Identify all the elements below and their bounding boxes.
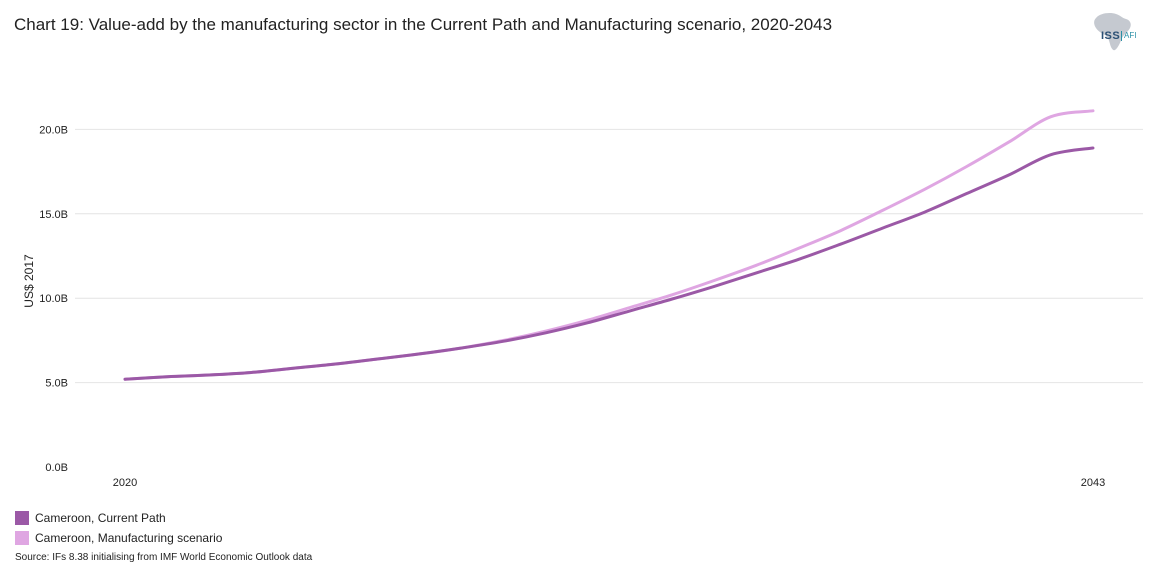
line-chart: 0.0B 5.0B 10.0B 15.0B 20.0B 2020 2043 US$ 201… [22,109,1143,489]
africa-map-icon [1094,13,1131,51]
source-note: Source: IFs 8.38 initialising from IMF W… [15,552,313,563]
legend-item-current-path[interactable]: Cameroon, Current Path [15,508,222,528]
y-tick-label: 20.0B [39,124,68,136]
legend-label-manufacturing: Cameroon, Manufacturing scenario [35,531,223,545]
series-line-manufacturing[interactable] [123,109,1095,381]
legend-swatch-manufacturing [15,531,29,545]
legend-swatch-current-path [15,511,29,525]
series-lines [123,109,1095,381]
y-axis-label: US$ 2017 [22,254,36,308]
x-axis-ticks: 2020 2043 [113,477,1105,489]
x-tick-label: 2020 [113,477,137,489]
y-tick-label: 10.0B [39,293,68,305]
legend: Cameroon, Current Path Cameroon, Manufac… [15,508,222,548]
iss-logo: ISS AFI [1088,10,1138,52]
x-tick-label: 2043 [1081,477,1105,489]
y-tick-label: 0.0B [45,462,68,474]
y-tick-label: 15.0B [39,209,68,221]
logo-iss-text: ISS [1101,30,1121,42]
logo-afi-text: AFI [1124,31,1137,40]
y-axis-ticks: 0.0B 5.0B 10.0B 15.0B 20.0B [39,124,68,474]
legend-item-manufacturing[interactable]: Cameroon, Manufacturing scenario [15,528,222,548]
y-tick-label: 5.0B [45,378,68,390]
grid-lines [75,128,1143,384]
chart-title: Chart 19: Value-add by the manufacturing… [14,15,833,34]
legend-label-current-path: Cameroon, Current Path [35,511,166,525]
series-line-current-path[interactable] [123,146,1095,381]
logo-divider [1121,31,1122,41]
